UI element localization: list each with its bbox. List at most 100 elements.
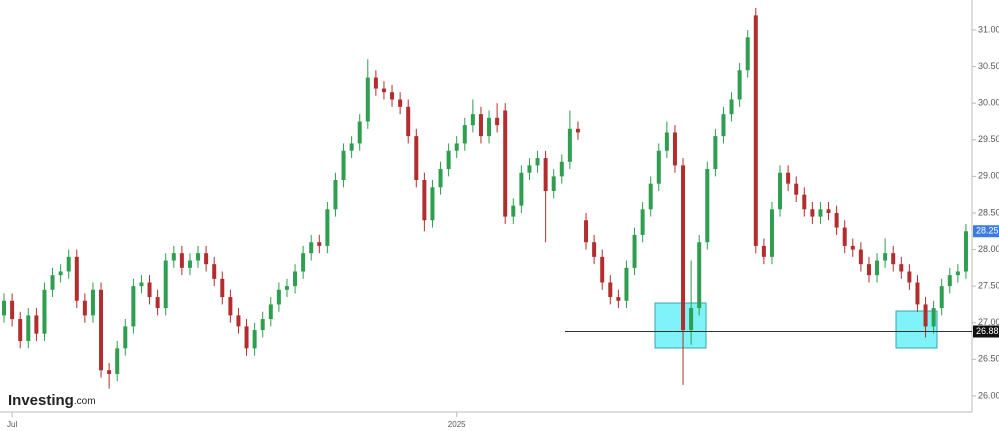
candle-body <box>778 172 783 210</box>
candle-body <box>939 286 944 309</box>
candle-body <box>398 99 403 107</box>
reference-label-bg <box>973 325 999 338</box>
candle-body <box>99 289 104 371</box>
candle-body <box>794 183 799 195</box>
y-tick-label: 29.50 <box>978 134 999 144</box>
candle-body <box>713 136 718 170</box>
candle-body <box>559 161 564 177</box>
x-tick-label: Jul <box>7 420 17 429</box>
candle-body <box>373 77 378 89</box>
candle-body <box>721 114 726 137</box>
candle-body <box>333 180 338 210</box>
y-tick-label: 26.50 <box>978 354 999 364</box>
candle-body <box>826 209 831 213</box>
candle-body <box>155 297 160 309</box>
candle-body <box>519 172 524 206</box>
last-price-label-bg <box>973 225 999 238</box>
candle-body <box>850 245 855 250</box>
candle-body <box>454 143 459 151</box>
candle-body <box>478 114 483 137</box>
candle-body <box>802 194 807 210</box>
candle-body <box>616 297 621 301</box>
candle-body <box>357 121 362 144</box>
highlight-box <box>654 302 707 349</box>
candle-body <box>705 169 710 243</box>
candle-body <box>301 253 306 272</box>
last-price-label: 28.25 <box>976 226 999 236</box>
candle-body <box>446 150 451 170</box>
y-tick-label: 30.00 <box>978 98 999 108</box>
candle-body <box>858 249 863 265</box>
candle-body <box>535 158 540 166</box>
candle-body <box>139 282 144 287</box>
candle-body <box>495 117 500 126</box>
candle-body <box>90 289 95 316</box>
candle-body <box>244 326 249 349</box>
candle-body <box>50 275 55 290</box>
candle-body <box>462 125 467 144</box>
candle-body <box>10 300 15 320</box>
candle-body <box>115 348 120 374</box>
y-tick-label: 28.00 <box>978 244 999 254</box>
candle-body <box>422 180 427 221</box>
candle-body <box>697 242 702 309</box>
candle-body <box>18 319 23 342</box>
candle-body <box>317 242 322 246</box>
candle-body <box>107 370 112 374</box>
candle-body <box>656 150 661 184</box>
candle-body <box>834 212 839 228</box>
candle-body <box>689 308 694 331</box>
candle-body <box>511 205 516 217</box>
candle-body <box>761 245 766 257</box>
x-tick-label: 2025 <box>448 420 466 429</box>
candle-body <box>729 99 734 115</box>
candle-body <box>349 143 354 151</box>
candle-body <box>810 209 815 217</box>
candle-body <box>58 271 63 276</box>
candle-body <box>608 282 613 298</box>
candle-body <box>309 242 314 254</box>
candle-body <box>123 326 128 349</box>
candle-body <box>131 286 136 327</box>
candle-body <box>737 70 742 100</box>
candle-body <box>818 209 823 217</box>
candle-body <box>74 256 79 301</box>
candle-body <box>66 256 71 272</box>
candle-body <box>390 92 395 100</box>
candle-body <box>503 110 508 217</box>
candle-body <box>34 315 39 334</box>
candle-body <box>632 234 637 268</box>
candle-body <box>293 271 298 287</box>
candle-body <box>179 253 184 268</box>
candle-body <box>584 220 589 243</box>
y-tick-label: 28.50 <box>978 207 999 217</box>
candle-body <box>745 37 750 71</box>
candle-body <box>212 264 217 279</box>
candle-body <box>648 183 653 210</box>
candle-body <box>196 253 201 261</box>
candle-body <box>260 319 265 331</box>
candle-body <box>341 150 346 181</box>
candle-body <box>187 260 192 268</box>
candle-body <box>866 264 871 276</box>
y-tick-label: 30.50 <box>978 61 999 71</box>
candle-body <box>786 172 791 184</box>
candle-body <box>163 260 168 309</box>
candle-body <box>769 209 774 257</box>
candle-body <box>414 136 419 181</box>
candle-body <box>567 128 572 162</box>
candle-body <box>470 114 475 126</box>
candle-body <box>923 304 928 327</box>
y-tick-label: 31.00 <box>978 24 999 34</box>
candle-body <box>381 88 386 93</box>
candle-body <box>907 271 912 283</box>
candle-body <box>2 300 7 316</box>
reference-label: 26.88 <box>976 326 999 336</box>
candle-body <box>600 256 605 283</box>
candle-body <box>487 117 492 137</box>
candle-body <box>963 231 968 272</box>
candle-body <box>664 132 669 151</box>
candle-body <box>42 289 47 334</box>
